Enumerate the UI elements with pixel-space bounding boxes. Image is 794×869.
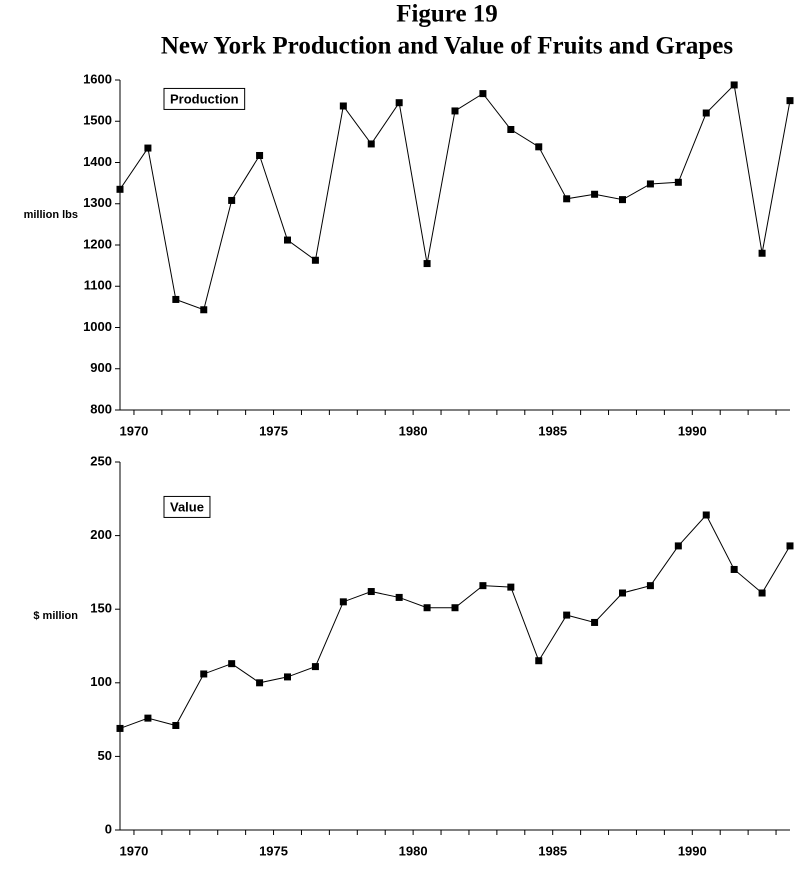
y-tick-label: 1000: [83, 319, 112, 334]
y-axis-label: $ million: [33, 610, 78, 622]
marker: [563, 611, 571, 619]
figure-title: Figure 19: [396, 1, 498, 28]
marker: [423, 260, 431, 268]
marker: [758, 589, 766, 597]
y-tick-label: 100: [90, 674, 112, 689]
x-tick-label: 1975: [259, 423, 288, 438]
marker: [535, 143, 543, 151]
marker: [591, 190, 599, 198]
marker: [451, 604, 459, 612]
marker: [228, 660, 236, 668]
marker: [479, 90, 487, 98]
marker: [256, 679, 264, 687]
y-tick-label: 1500: [83, 113, 112, 128]
marker: [284, 673, 291, 681]
marker: [507, 583, 515, 591]
x-tick-label: 1970: [119, 843, 148, 858]
x-tick-label: 1980: [399, 843, 428, 858]
y-tick-label: 1100: [84, 278, 112, 293]
x-tick-label: 1985: [538, 423, 567, 438]
marker: [730, 565, 738, 573]
annotation: Value: [170, 499, 204, 514]
marker: [256, 151, 264, 159]
y-tick-label: 800: [90, 401, 112, 416]
line: [119, 514, 791, 729]
y-tick-label: 150: [90, 601, 112, 616]
marker: [367, 588, 375, 596]
marker: [395, 99, 403, 107]
marker: [116, 724, 124, 732]
annotation: Production: [170, 91, 239, 106]
marker: [395, 593, 403, 601]
marker: [284, 236, 291, 244]
marker: [200, 306, 208, 314]
marker: [646, 180, 654, 188]
marker: [535, 657, 543, 665]
marker: [311, 663, 319, 671]
marker: [200, 670, 208, 678]
y-tick-label: 250: [90, 453, 112, 468]
annotation-box: [163, 495, 211, 518]
y-tick-label: 200: [90, 527, 112, 542]
marker: [172, 721, 180, 729]
marker: [674, 542, 682, 550]
marker: [144, 144, 152, 152]
y-tick-label: 1400: [83, 154, 112, 169]
x-tick-label: 1970: [119, 423, 148, 438]
marker: [674, 178, 682, 186]
y-tick-label: 0: [105, 821, 112, 836]
y-tick-label: 50: [98, 748, 112, 763]
x-tick-label: 1985: [538, 843, 567, 858]
x-tick-label: 1975: [259, 843, 288, 858]
figure-subtitle: New York Production and Value of Fruits …: [161, 33, 734, 60]
y-tick-label: 1300: [83, 195, 112, 210]
x-tick-label: 1990: [678, 423, 707, 438]
x-tick-label: 1990: [678, 843, 707, 858]
marker: [758, 249, 766, 257]
marker: [172, 295, 180, 303]
marker: [786, 542, 794, 550]
marker: [479, 582, 487, 590]
marker: [702, 511, 710, 519]
marker: [591, 618, 599, 626]
y-tick-label: 1200: [83, 236, 112, 251]
marker: [423, 604, 431, 612]
marker: [786, 97, 794, 105]
marker: [116, 185, 124, 193]
marker: [228, 196, 236, 204]
marker: [702, 109, 710, 117]
annotation-box: [163, 87, 246, 110]
marker: [646, 582, 654, 590]
y-axis-label: million lbs: [24, 209, 78, 221]
marker: [339, 102, 347, 110]
marker: [339, 598, 347, 606]
x-tick-label: 1980: [399, 423, 428, 438]
y-tick-label: 900: [90, 360, 112, 375]
marker: [730, 81, 738, 89]
marker: [367, 140, 375, 148]
marker: [311, 256, 319, 264]
marker: [144, 714, 152, 722]
marker: [619, 196, 626, 204]
y-tick-label: 1600: [83, 71, 112, 86]
marker: [507, 126, 515, 133]
line: [119, 83, 791, 311]
marker: [563, 195, 571, 203]
marker: [451, 107, 459, 115]
marker: [619, 589, 626, 597]
